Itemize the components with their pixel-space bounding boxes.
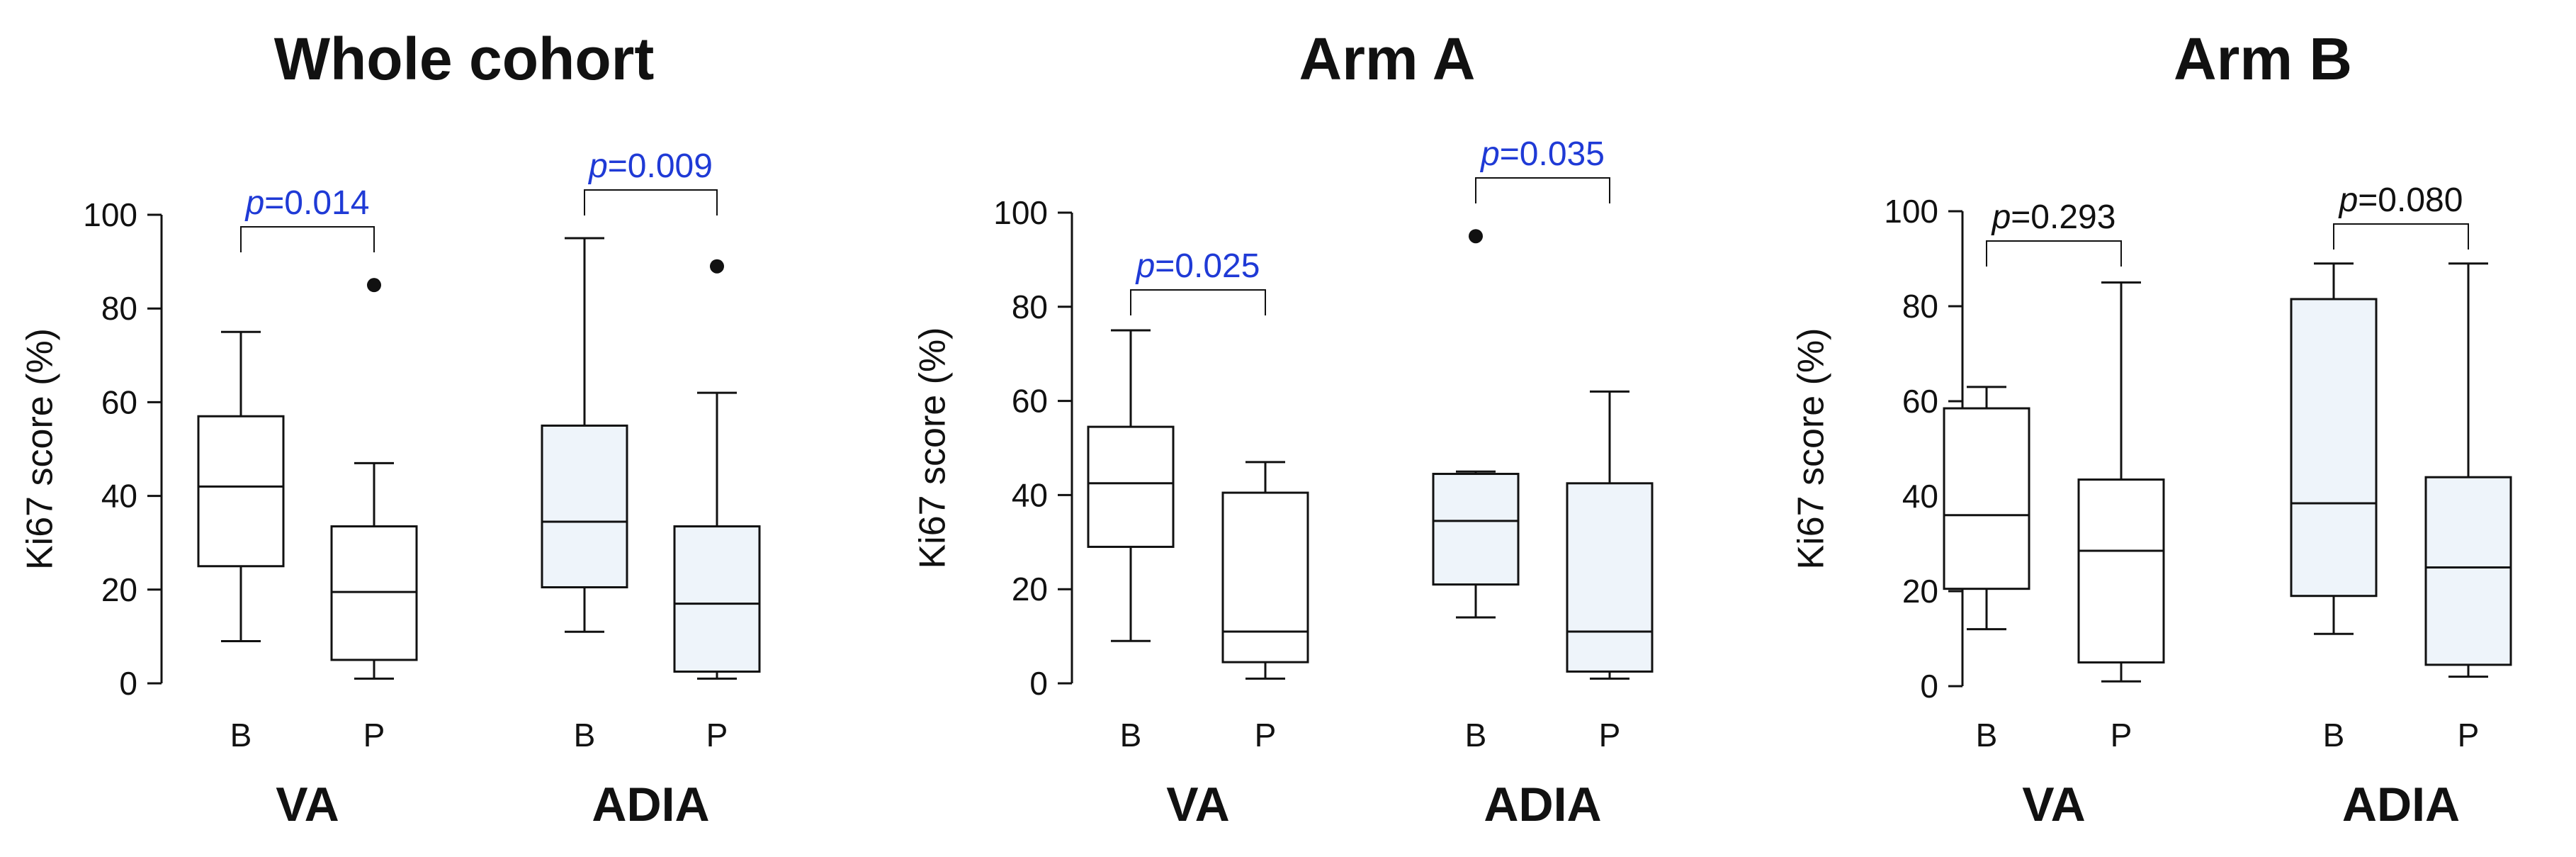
panel-2-va-b-category-label: B <box>1120 717 1142 754</box>
panel-2-adia-p-bracket <box>1475 177 1610 203</box>
panel-2-va-b-box <box>1087 425 1175 548</box>
panel-3-adia-b-box <box>2290 298 2378 598</box>
panel-1-y-tick-label: 0 <box>119 665 137 702</box>
panel-3-adia-group-label: ADIA <box>2342 778 2460 831</box>
panel-1-y-axis-label: Ki67 score (%) <box>20 328 61 570</box>
panel-2-y-tick-label: 80 <box>1012 289 1048 325</box>
panel-2-y-tick-label: 60 <box>1012 383 1048 420</box>
panel-1-y-tick-label: 40 <box>101 478 137 515</box>
panel-1-title: Whole cohort <box>274 26 655 92</box>
panel-3-adia-p-value: p=0.080 <box>2338 181 2463 219</box>
panel-1-va-p-category-label: P <box>363 717 385 754</box>
panel-1-va-p-value: p=0.014 <box>244 184 370 222</box>
panel-3-adia-p-symbol: p <box>2338 181 2358 219</box>
panel-2-y-tick-label: 100 <box>993 194 1048 231</box>
panel-1-va-p-number: =0.014 <box>264 184 369 222</box>
panel-3-va-p-number: =0.293 <box>2011 198 2115 236</box>
panel-3-va-p-bracket <box>1986 240 2122 267</box>
panel-3-y-tick-label: 100 <box>1884 193 1938 230</box>
panel-3-va-group-label: VA <box>2022 778 2085 831</box>
panel-2-va-p-bracket <box>1130 289 1266 315</box>
panel-2-va-p-box <box>1221 491 1309 663</box>
panel-3-y-tick-label: 60 <box>1902 383 1938 420</box>
panel-1-adia-b-box <box>541 424 628 588</box>
panel-2-adia-b-category-label: B <box>1465 717 1487 754</box>
panel-2-adia-p-category-label: P <box>1599 717 1621 754</box>
panel-2-adia-b-outlier-point <box>1469 229 1483 244</box>
panel-3-va-p-symbol: p <box>1991 198 2011 236</box>
panel-1-va-p-box <box>330 525 418 661</box>
panel-3-y-tick-label: 40 <box>1902 478 1938 515</box>
panel-2-adia-b-box <box>1432 473 1520 586</box>
panel-3-va-p-value: p=0.293 <box>1991 198 2116 236</box>
panel-3-adia-p-number: =0.080 <box>2358 181 2463 219</box>
panel-2-va-group-label: VA <box>1166 778 1229 831</box>
panel-3-title: Arm B <box>2174 26 2352 92</box>
panel-1-adia-p-number: =0.009 <box>608 147 713 185</box>
panel-1-adia-p-box <box>673 525 761 673</box>
panel-1-y-tick-label: 60 <box>101 383 137 420</box>
panel-2-y-tick-label: 20 <box>1012 571 1048 607</box>
panel-3-adia-b-category-label: B <box>2323 717 2345 754</box>
panel-1-adia-p-value: p=0.009 <box>587 147 713 185</box>
panel-2-va-p-symbol: p <box>1135 247 1156 285</box>
panel-2-adia-p-symbol: p <box>1479 135 1500 173</box>
panel-1-adia-b-category-label: B <box>574 717 596 754</box>
panel-1-va-b-category-label: B <box>230 717 252 754</box>
panel-1-adia-group-label: ADIA <box>592 778 709 831</box>
panel-1-y-tick-label: 80 <box>101 290 137 327</box>
panel-3-va-b-category-label: B <box>1976 717 1998 754</box>
panel-2-y-tick-label: 40 <box>1012 476 1048 513</box>
panel-3-adia-p-bracket <box>2333 223 2469 250</box>
panel-3-adia-p-category-label: P <box>2458 717 2480 754</box>
panel-3-va-p-category-label: P <box>2111 717 2132 754</box>
panel-2-y-axis-label: Ki67 score (%) <box>913 327 954 569</box>
panel-2-y-tick-label: 0 <box>1029 665 1048 702</box>
panel-2-va-p-value: p=0.025 <box>1135 247 1260 285</box>
panel-2-title: Arm A <box>1299 26 1476 92</box>
panel-1-va-group-label: VA <box>276 778 339 831</box>
panel-3-y-axis-label: Ki67 score (%) <box>1791 328 1832 570</box>
panel-2-adia-p-box <box>1566 482 1654 673</box>
panel-3-y-tick-label: 80 <box>1902 288 1938 325</box>
panel-1-va-b-box <box>197 415 285 568</box>
panel-1-va-p-outlier-point <box>367 278 381 293</box>
panel-3-va-p-box <box>2077 478 2165 663</box>
panel-3-adia-p-box <box>2424 476 2512 666</box>
panel-2-va-p-number: =0.025 <box>1155 247 1260 285</box>
panel-3-y-tick-label: 20 <box>1902 573 1938 610</box>
panel-2-va-p-category-label: P <box>1255 717 1277 754</box>
panel-1-adia-p-category-label: P <box>706 717 728 754</box>
panel-1-y-tick-label: 20 <box>101 571 137 608</box>
panel-2-adia-group-label: ADIA <box>1484 778 1601 831</box>
panel-1-y-tick-label: 100 <box>83 196 137 233</box>
panel-1-adia-p-symbol: p <box>587 147 608 185</box>
panel-1-va-p-bracket <box>240 226 375 252</box>
panel-3-va-b-box <box>1943 407 2030 590</box>
panel-1-adia-p-outlier-point <box>710 259 724 274</box>
panel-2-adia-p-value: p=0.035 <box>1479 135 1605 173</box>
panel-2-adia-p-number: =0.035 <box>1500 135 1605 173</box>
panel-3-y-tick-label: 0 <box>1920 668 1938 705</box>
panel-1-adia-p-bracket <box>584 189 718 215</box>
panel-1-va-p-symbol: p <box>244 184 265 222</box>
